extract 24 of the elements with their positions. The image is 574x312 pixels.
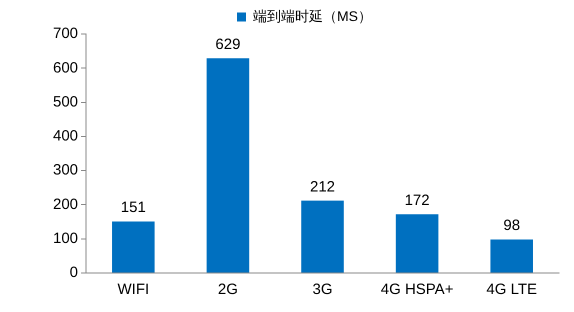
- bar: [112, 221, 155, 272]
- data-label: 172: [404, 192, 430, 209]
- y-tick-label: 500: [52, 93, 78, 110]
- y-tick-label: 0: [70, 264, 78, 282]
- data-label: 629: [215, 36, 240, 53]
- y-tick-label: 300: [52, 162, 78, 179]
- y-tick-label: 200: [52, 196, 78, 213]
- x-tick-label: 2G: [218, 281, 238, 298]
- legend-label: 端到端时延（MS）: [253, 8, 372, 24]
- data-label: 151: [120, 199, 146, 216]
- y-tick-label: 100: [52, 230, 78, 247]
- x-tick-label: WIFI: [117, 281, 150, 298]
- y-tick-label: 400: [52, 128, 78, 145]
- bar: [396, 214, 438, 272]
- y-tick-label: 700: [52, 25, 78, 42]
- data-label: 212: [310, 178, 336, 196]
- x-tick-label: 4G HSPA+: [380, 281, 454, 298]
- bar: [206, 58, 250, 272]
- bar: [490, 240, 533, 272]
- x-tick-label: 3G: [312, 281, 333, 298]
- y-tick-label: 600: [52, 59, 78, 76]
- bar: [301, 200, 344, 272]
- x-tick-label: 4G LTE: [486, 281, 537, 298]
- data-label: 98: [503, 217, 520, 234]
